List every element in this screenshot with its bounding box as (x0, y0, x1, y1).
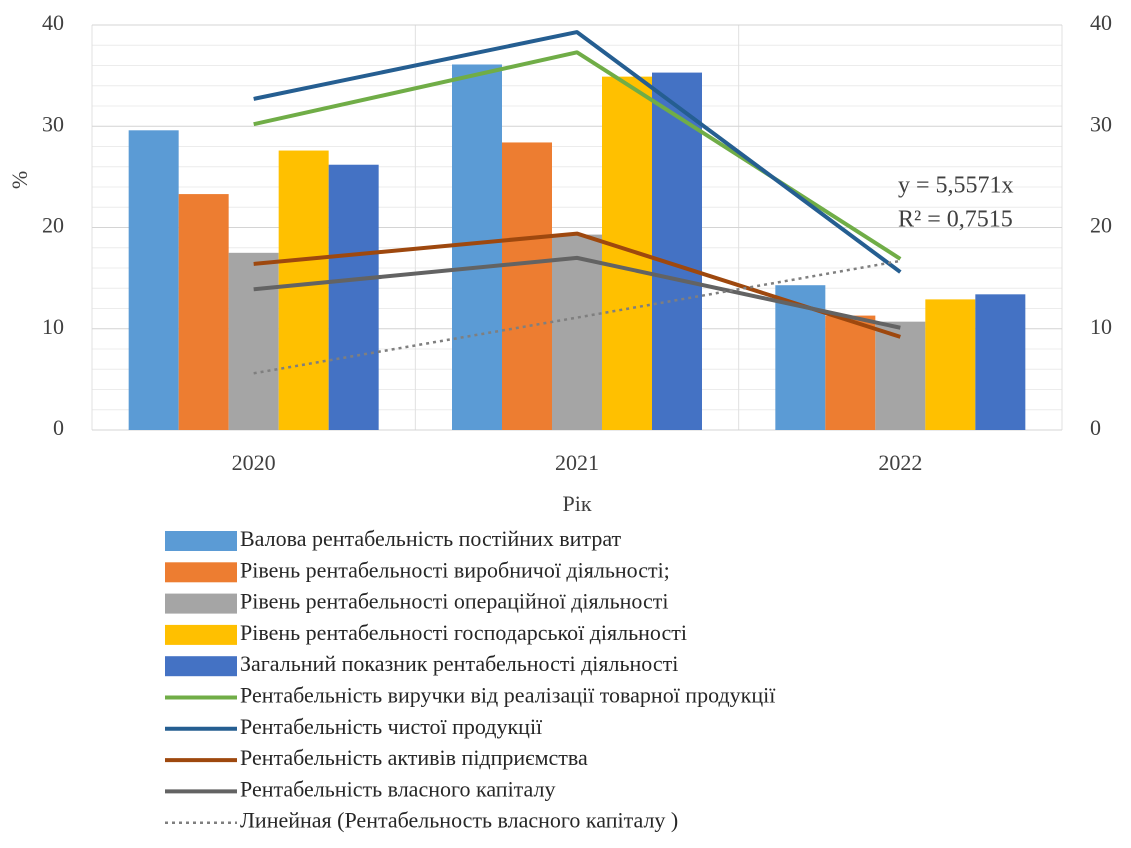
legend-swatch (165, 562, 237, 583)
y-tick-label: 40 (42, 10, 64, 35)
legend-label: Рівень рентабельності виробничої діяльно… (240, 557, 670, 582)
bar (128, 130, 179, 431)
bar (975, 294, 1026, 430)
x-axis-label: Рік (562, 491, 591, 516)
bar (875, 321, 926, 430)
y-tick-label: 20 (42, 213, 64, 238)
bar (652, 72, 702, 431)
legend-label: Рівень рентабельності операційної діяльн… (240, 589, 668, 614)
bar (178, 194, 229, 430)
trendline (253, 259, 901, 375)
y2-tick-label: 10 (1090, 314, 1112, 339)
y2-tick-label: 0 (1090, 415, 1101, 440)
bar (552, 234, 602, 430)
y-tick-label: 30 (42, 111, 64, 136)
line (253, 30, 902, 274)
annotation: y = 5,5571x (898, 173, 1014, 199)
bar (825, 315, 876, 430)
bar (502, 142, 552, 430)
legend-swatch (165, 656, 237, 677)
x-tick-label: 2021 (555, 450, 599, 475)
legend-label: Рентабельність виручки від реалізації то… (240, 683, 776, 708)
legend-swatch (165, 593, 237, 614)
bar (925, 299, 976, 430)
legend-label: Рентабельність активів підприємства (240, 745, 588, 770)
y2-tick-label: 20 (1090, 213, 1112, 238)
bar (452, 64, 502, 431)
annotation: R² = 0,7515 (898, 207, 1013, 233)
bar (228, 252, 279, 430)
legend-label: Валова рентабельність постійних витрат (240, 526, 622, 551)
x-tick-label: 2020 (232, 450, 276, 475)
bar (328, 164, 379, 430)
x-tick-label: 2022 (878, 450, 922, 475)
legend-label: Рентабельність чистої продукції (240, 714, 543, 739)
legend-swatch (165, 531, 237, 551)
legend-label: Рівень рентабельності господарської діял… (240, 620, 687, 645)
legend-label: Линейная (Рентабельность власного капіта… (240, 808, 678, 833)
line (253, 255, 901, 330)
y2-tick-label: 30 (1090, 111, 1112, 136)
y-axis-label: % (7, 171, 32, 189)
legend-swatch (165, 624, 237, 645)
y-tick-label: 10 (42, 314, 64, 339)
legend-label: Рентабельність власного капіталу (240, 776, 556, 801)
y2-tick-label: 40 (1090, 10, 1112, 35)
bar (278, 150, 329, 431)
legend-label: Загальний показник рентабельності діяльн… (240, 651, 678, 676)
y-tick-label: 0 (53, 415, 64, 440)
